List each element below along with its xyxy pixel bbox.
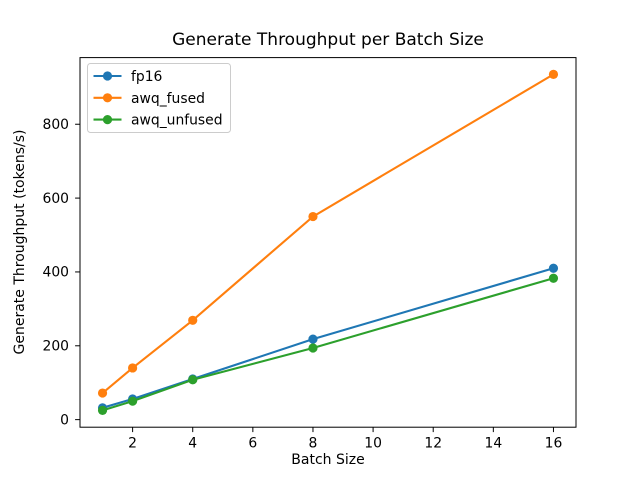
x-tick-label: 2	[128, 436, 137, 452]
y-tick-label: 600	[42, 191, 69, 207]
data-point-awq_fused[interactable]	[548, 69, 559, 79]
data-point-awq_unfused[interactable]	[308, 343, 318, 353]
legend-label-awq_unfused[interactable]: awq_unfused	[131, 113, 223, 129]
data-point-awq_fused[interactable]	[188, 315, 198, 325]
y-tick-label: 400	[42, 265, 69, 281]
x-axis-label: Batch Size	[291, 452, 365, 468]
series-line-awq_unfused	[101, 277, 555, 412]
data-point-awq_fused[interactable]	[97, 388, 108, 398]
x-tick-label: 8	[309, 436, 318, 452]
legend-label-fp16[interactable]: fp16	[131, 69, 162, 85]
data-point-awq_unfused[interactable]	[97, 405, 108, 415]
y-tick-label: 0	[60, 412, 69, 428]
data-point-awq_unfused[interactable]	[128, 396, 138, 406]
x-tick-label: 12	[424, 436, 442, 452]
chart-title: Generate Throughput per Batch Size	[172, 30, 484, 50]
data-point-awq_fused[interactable]	[128, 363, 138, 373]
x-tick-label: 4	[188, 436, 197, 452]
data-point-awq_fused[interactable]	[308, 211, 318, 222]
plot-frame	[79, 57, 577, 428]
data-point-awq_unfused[interactable]	[548, 273, 559, 283]
legend-marker-awq_fused	[102, 93, 113, 103]
x-tick-label: 16	[545, 436, 563, 452]
legend-box	[87, 63, 231, 133]
y-tick-label: 200	[42, 339, 69, 355]
x-tick-label: 10	[364, 436, 382, 452]
legend-marker-fp16	[102, 71, 113, 81]
data-point-fp16[interactable]	[548, 263, 559, 273]
x-tick-label: 6	[248, 436, 257, 452]
y-tick-label: 800	[42, 117, 69, 133]
x-tick-label: 14	[484, 436, 502, 452]
y-axis-label: Generate Throughput (tokens/s)	[12, 129, 28, 355]
legend-marker-awq_unfused	[102, 115, 113, 125]
data-point-fp16[interactable]	[308, 334, 318, 344]
data-point-awq_unfused[interactable]	[188, 375, 198, 385]
legend-label-awq_fused[interactable]: awq_fused	[131, 91, 205, 107]
